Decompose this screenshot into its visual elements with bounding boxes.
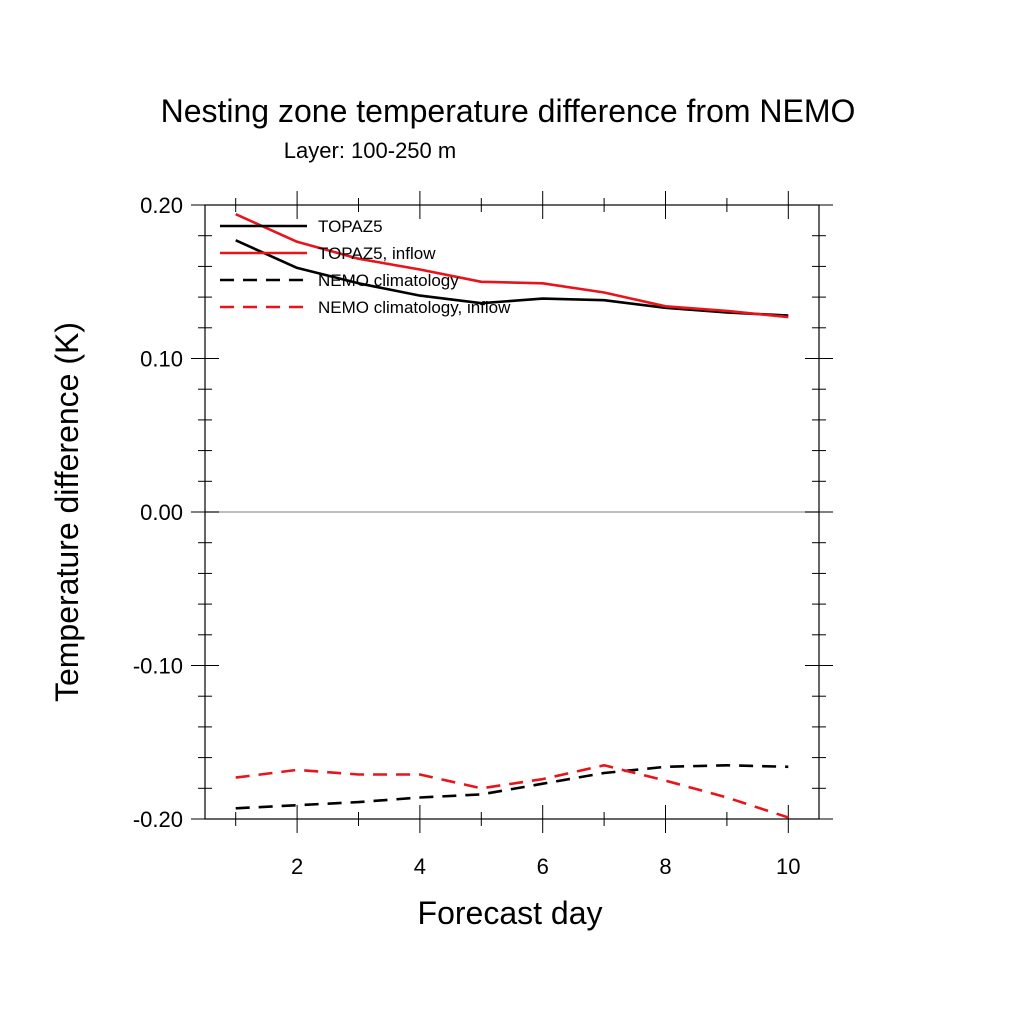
legend-label-4: NEMO climatology, inflow [318, 298, 511, 317]
series-line-4 [235, 763, 789, 819]
x-tick-label: 4 [414, 854, 426, 879]
y-axis-label: Temperature difference (K) [49, 322, 85, 702]
axis-ticks [191, 191, 833, 833]
y-tick-label: 0.00 [140, 500, 183, 525]
chart-title: Nesting zone temperature difference from… [161, 93, 856, 129]
plot-frame [204, 204, 820, 820]
x-tick-label: 10 [776, 854, 800, 879]
x-tick-label: 8 [659, 854, 671, 879]
x-tick-label: 6 [537, 854, 549, 879]
tick-labels: 2 4 6 8 10 -0.20 -0.10 0.00 0.10 0.20 [133, 193, 801, 879]
legend-label-3: NEMO climatology [318, 271, 459, 290]
series-line-3 [235, 763, 789, 810]
legend-label-1: TOPAZ5 [318, 217, 383, 236]
x-tick-label: 2 [291, 854, 303, 879]
chart-subtitle: Layer: 100-250 m [284, 138, 456, 163]
series-line-1 [235, 239, 789, 317]
legend: TOPAZ5 TOPAZ5, inflow NEMO climatology NEMO… [220, 217, 511, 317]
legend-label-2: TOPAZ5, inflow [318, 244, 436, 263]
series-lines [235, 213, 789, 819]
x-axis-label: Forecast day [418, 895, 603, 931]
y-tick-label: 0.10 [140, 347, 183, 372]
y-tick-label: -0.20 [133, 807, 183, 832]
y-tick-label: -0.10 [133, 654, 183, 679]
y-tick-label: 0.20 [140, 193, 183, 218]
series-line-2 [235, 213, 789, 319]
